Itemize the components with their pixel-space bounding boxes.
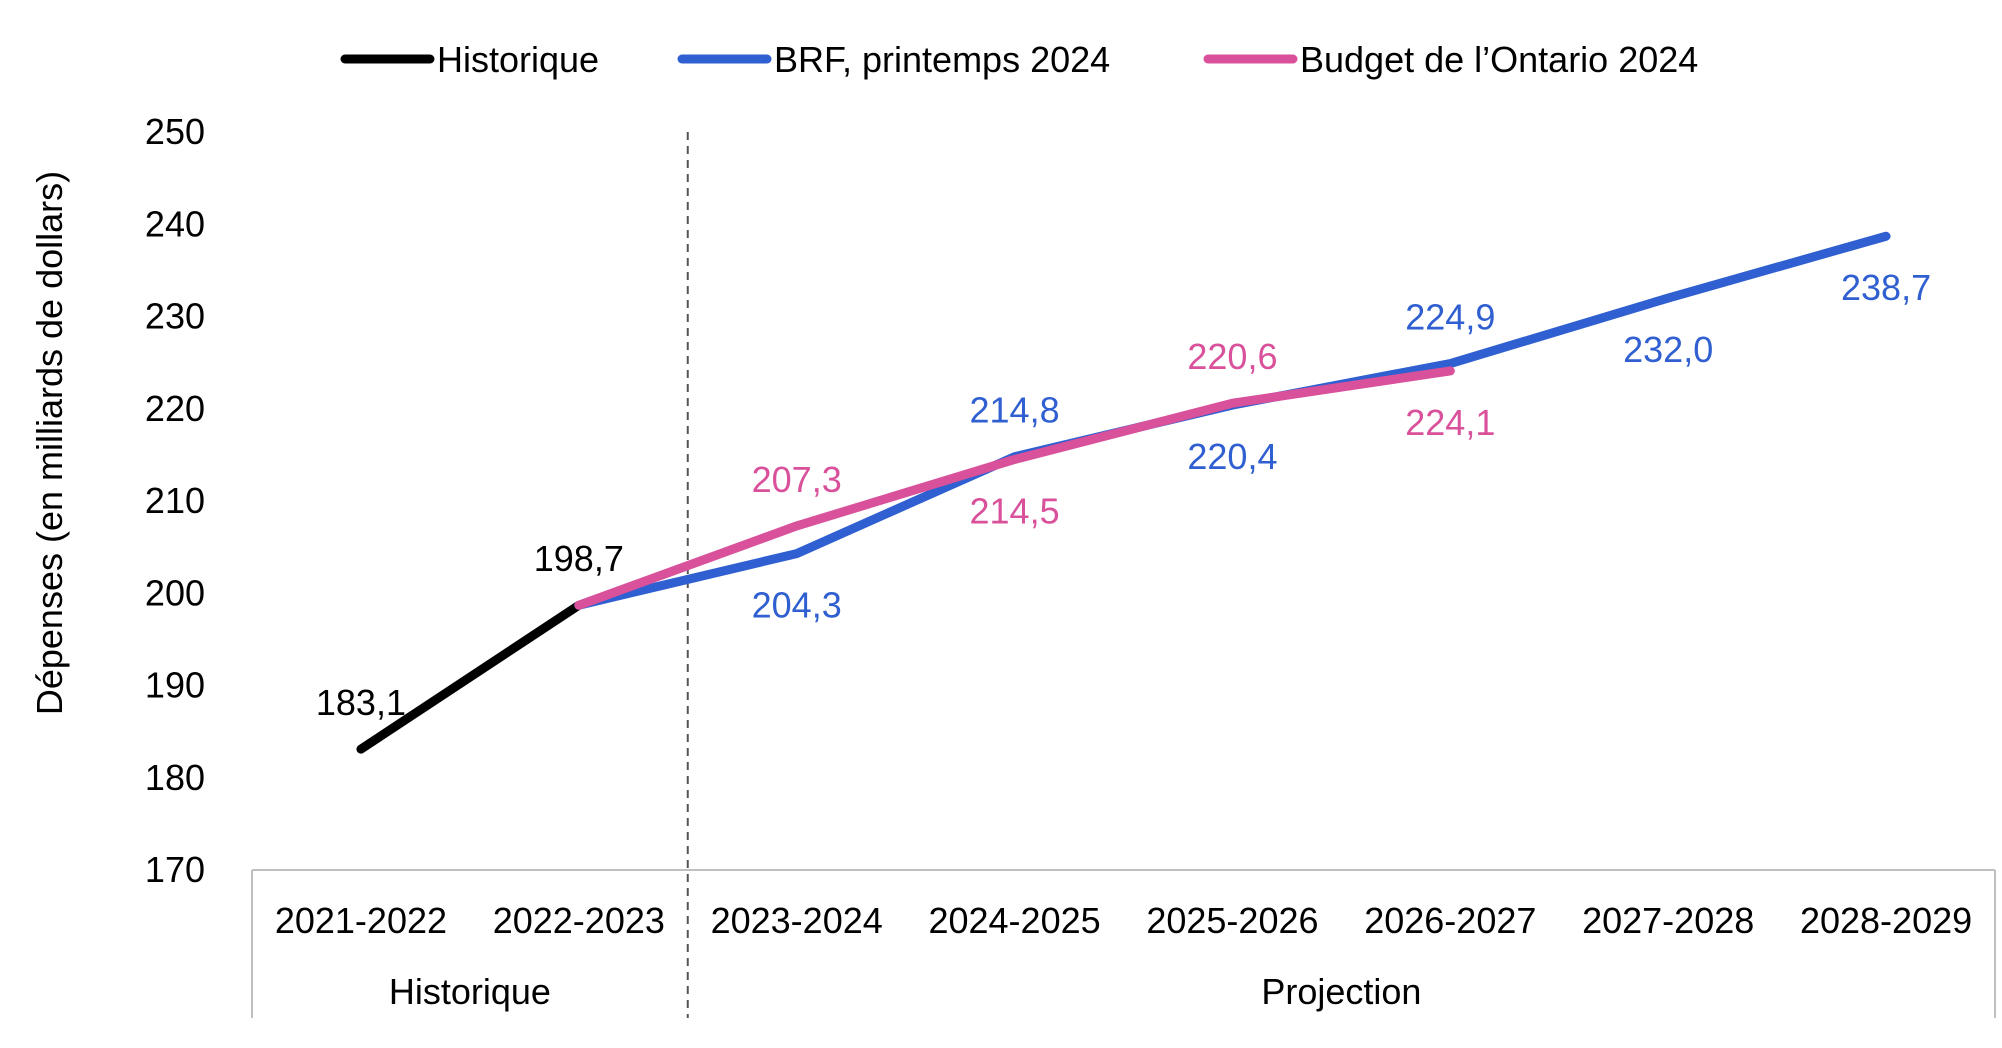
y-tick-label: 200	[145, 572, 205, 613]
data-label: 198,7	[534, 538, 624, 579]
x-axis-box: 2021-2022 2022-2023 2023-2024 2024-2025 2025…	[251, 132, 1996, 1018]
x-category-label: 2026-2027	[1364, 900, 1536, 941]
data-label: 220,4	[1187, 436, 1277, 477]
x-category-label: 2025-2026	[1146, 900, 1318, 941]
x-group-label: Projection	[1261, 971, 1421, 1012]
data-label: 232,0	[1623, 329, 1713, 370]
series-line-2	[574, 366, 1455, 610]
x-category-label: 2027-2028	[1582, 900, 1754, 941]
x-category-label: 2023-2024	[711, 900, 883, 941]
data-label: 224,1	[1405, 402, 1495, 443]
y-tick-label: 170	[145, 849, 205, 890]
x-group-label: Historique	[389, 971, 551, 1012]
data-label: 214,5	[970, 490, 1060, 531]
data-labels: 183,1 198,7 204,3 214,8 220,4 224,9 232,0 238,7…	[316, 267, 1931, 723]
y-tick-label: 220	[145, 388, 205, 429]
series-line-1	[574, 231, 1891, 610]
legend-label: Budget de l’Ontario 2024	[1300, 39, 1698, 80]
y-tick-label: 190	[145, 665, 205, 706]
series-line-0	[356, 600, 584, 754]
x-category-label: 2024-2025	[928, 900, 1100, 941]
data-label: 238,7	[1841, 267, 1931, 308]
data-label: 214,8	[970, 390, 1060, 431]
y-tick-label: 230	[145, 296, 205, 337]
y-tick-label: 210	[145, 480, 205, 521]
y-tick-label: 250	[145, 111, 205, 152]
data-label: 220,6	[1187, 336, 1277, 377]
y-axis-title-group: Dépenses (en milliards de dollars)	[29, 171, 70, 715]
y-axis-title: Dépenses (en milliards de dollars)	[29, 171, 70, 715]
data-label: 183,1	[316, 682, 406, 723]
data-label: 224,9	[1405, 297, 1495, 338]
x-category-label: 2028-2029	[1800, 900, 1972, 941]
y-tick-label: 180	[145, 757, 205, 798]
series-lines	[356, 231, 1891, 754]
legend: Historique BRF, printemps 2024 Budget de l…	[340, 39, 1698, 80]
y-axis-ticks: 170 180 190 200 210 220 230 240 250	[145, 111, 205, 890]
y-tick-label: 240	[145, 203, 205, 244]
x-category-label: 2022-2023	[493, 900, 665, 941]
data-label: 204,3	[752, 585, 842, 626]
x-category-label: 2021-2022	[275, 900, 447, 941]
legend-label: Historique	[437, 39, 599, 80]
data-label: 207,3	[752, 459, 842, 500]
legend-label: BRF, printemps 2024	[774, 39, 1110, 80]
